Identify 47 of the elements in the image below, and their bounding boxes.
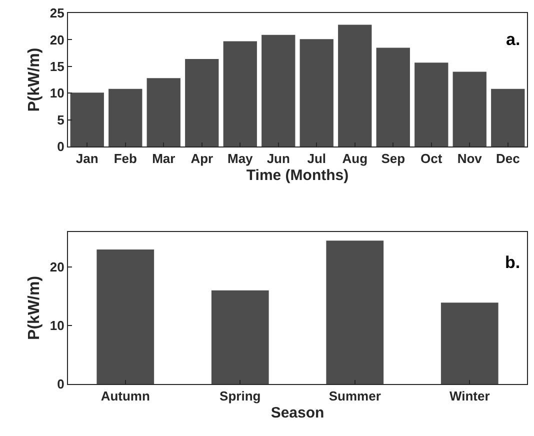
x-axis-title: Season bbox=[270, 404, 324, 422]
x-tick-label: Jun bbox=[266, 151, 290, 166]
bar bbox=[326, 240, 384, 384]
bar bbox=[96, 249, 154, 384]
y-tick-label: 0 bbox=[57, 376, 64, 392]
x-tick-label: Jul bbox=[307, 151, 326, 166]
x-tick-label: Autumn bbox=[100, 388, 150, 404]
bar bbox=[262, 34, 296, 147]
bar bbox=[414, 62, 448, 147]
bar bbox=[440, 302, 498, 384]
annotation: a. bbox=[506, 30, 520, 49]
x-tick-label: Spring bbox=[220, 388, 261, 404]
x-axis-title: Time (Months) bbox=[246, 167, 349, 184]
y-tick-label: 0 bbox=[57, 139, 64, 154]
y-tick-label: 15 bbox=[50, 58, 64, 74]
bar bbox=[108, 88, 142, 147]
bar bbox=[223, 41, 257, 147]
x-tick-label: Summer bbox=[328, 388, 381, 404]
bar bbox=[70, 92, 104, 147]
x-tick-label: Aug bbox=[342, 151, 368, 166]
y-tick-label: 20 bbox=[50, 260, 64, 275]
x-tick-label: Jan bbox=[76, 151, 98, 166]
bar bbox=[491, 88, 525, 147]
x-tick-label: Winter bbox=[449, 388, 490, 404]
y-tick-label: 5 bbox=[57, 112, 64, 128]
x-tick-label: Oct bbox=[420, 151, 443, 166]
x-tick-label: May bbox=[227, 151, 254, 166]
x-tick-label: Feb bbox=[114, 151, 137, 166]
bar bbox=[452, 72, 486, 147]
bar bbox=[376, 48, 410, 147]
y-tick-label: 10 bbox=[50, 318, 64, 334]
annotation: b. bbox=[505, 253, 520, 272]
bar bbox=[300, 39, 334, 147]
bar bbox=[185, 58, 219, 147]
x-tick-label: Dec bbox=[496, 151, 520, 166]
y-tick-label: 10 bbox=[50, 86, 64, 101]
bar bbox=[338, 24, 372, 147]
x-tick-label: Mar bbox=[152, 151, 176, 166]
x-tick-label: Nov bbox=[457, 151, 483, 166]
x-tick-label: Apr bbox=[190, 151, 214, 166]
bar bbox=[146, 78, 180, 147]
x-tick-label: Sep bbox=[381, 151, 406, 166]
bar bbox=[211, 290, 269, 384]
y-tick-label: 25 bbox=[50, 6, 64, 21]
y-axis-title: P(kW/m) bbox=[26, 48, 43, 112]
y-axis-title: P(kW/m) bbox=[26, 276, 43, 340]
y-tick-label: 20 bbox=[50, 32, 64, 48]
